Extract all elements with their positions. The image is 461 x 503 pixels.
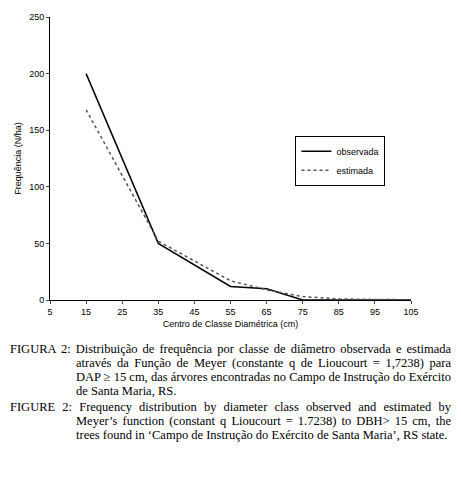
svg-text:45: 45 (189, 307, 199, 317)
svg-text:25: 25 (117, 307, 127, 317)
svg-text:35: 35 (153, 307, 163, 317)
svg-text:85: 85 (334, 307, 344, 317)
svg-text:75: 75 (298, 307, 308, 317)
svg-text:250: 250 (29, 12, 44, 22)
svg-text:observada: observada (336, 147, 378, 157)
svg-text:55: 55 (225, 307, 235, 317)
svg-text:50: 50 (34, 239, 44, 249)
svg-text:0: 0 (39, 295, 44, 305)
svg-text:100: 100 (29, 182, 44, 192)
svg-text:200: 200 (29, 69, 44, 79)
html-text:FIGURA 2: Distribuição de freq: FIGURA 2: Distribuição de frequência por… (10, 342, 451, 398)
svg-text:95: 95 (370, 307, 380, 317)
svg-text:150: 150 (29, 125, 44, 135)
html-text:FIGURE 2: Frequency distributi: FIGURE 2: Frequency distribution by diam… (10, 400, 451, 442)
svg-text:105: 105 (403, 307, 418, 317)
svg-text:5: 5 (47, 307, 52, 317)
svg-text:15: 15 (81, 307, 91, 317)
svg-text:estimada: estimada (336, 166, 373, 176)
svg-text:Centro de Classe Diamétrica (c: Centro de Classe Diamétrica (cm) (163, 319, 299, 329)
svg-text:65: 65 (262, 307, 272, 317)
svg-text:Frequência (N/ha): Frequência (N/ha) (13, 122, 23, 195)
